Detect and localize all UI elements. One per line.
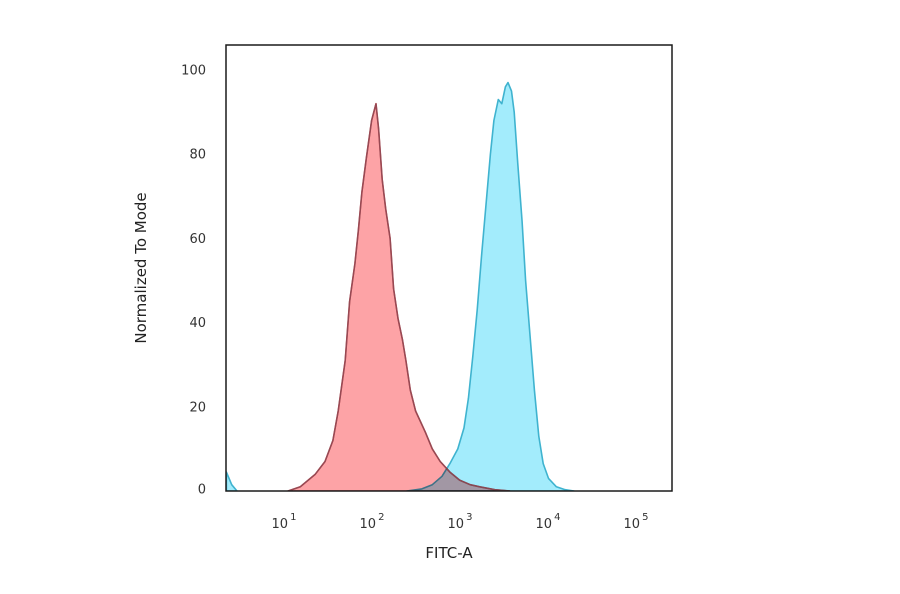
y-tick-label: 80 [189,148,206,163]
y-tick-label: 60 [189,232,206,247]
y-tick-label: 20 [189,400,206,415]
y-tick-label: 0 [198,483,206,498]
y-axis-title: Normalized To Mode [132,192,150,343]
x-tick-label: 10 3 [448,512,473,532]
histogram-series [226,81,575,491]
x-tick-label: 10 2 [360,512,385,532]
plot-frame [225,44,673,492]
y-tick-label: 40 [189,316,206,331]
x-tick-label: 10 4 [536,512,561,532]
control-outline [287,103,510,491]
x-axis-ticks: 10 1 10 2 10 3 10 4 10 5 [272,512,649,532]
histogram-FITC-stained [406,81,575,491]
x-tick-label: 10 1 [272,512,297,532]
y-tick-label: 100 [181,64,206,79]
y-axis-ticks: 0 20 40 60 80 100 [181,64,206,498]
x-axis-title: FITC-A [425,544,473,562]
x-tick-label: 10 5 [624,512,649,532]
